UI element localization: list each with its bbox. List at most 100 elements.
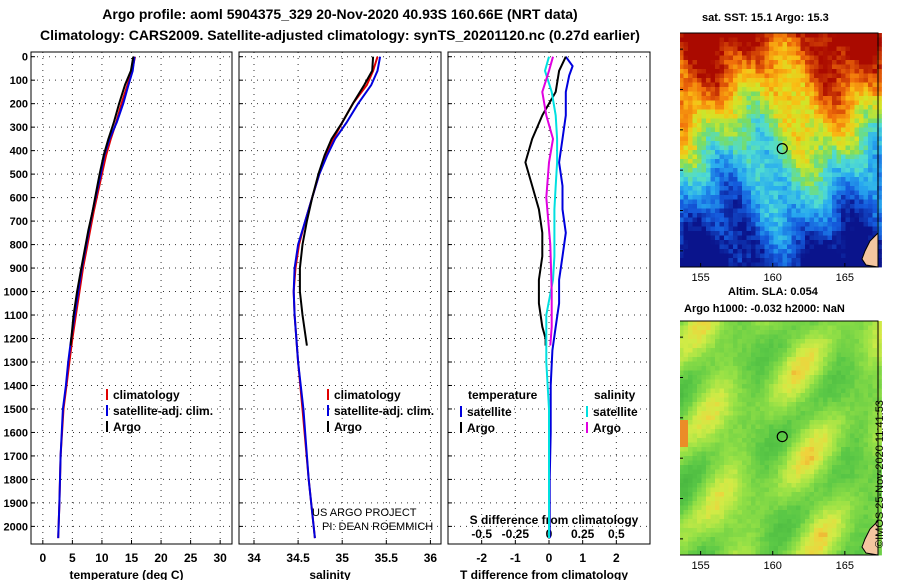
map-cell	[742, 402, 747, 407]
map-cell	[836, 343, 842, 349]
map-cell	[868, 465, 873, 470]
map-cell	[728, 114, 734, 119]
map-cell	[769, 438, 774, 443]
map-cell	[859, 370, 864, 376]
map-cell	[724, 546, 729, 551]
map-cell	[733, 163, 738, 169]
map-cell	[755, 348, 761, 353]
map-cell	[800, 60, 806, 65]
map-cell	[737, 321, 743, 326]
map-cell	[688, 123, 693, 128]
map-cell	[760, 402, 765, 407]
map-cell	[701, 240, 707, 245]
map-cell	[805, 492, 810, 497]
map-cell	[832, 123, 837, 128]
map-cell	[809, 78, 815, 83]
map-cell	[863, 447, 869, 452]
map-cell	[827, 501, 833, 506]
map-cell	[836, 510, 842, 515]
map-cell	[733, 105, 738, 110]
map-cell	[778, 226, 783, 232]
map-cell	[751, 330, 756, 335]
map-cell	[715, 541, 720, 547]
map-cell	[814, 208, 819, 214]
map-cell	[733, 465, 738, 470]
map-cell	[809, 190, 815, 196]
map-cell	[733, 64, 738, 70]
map-cell	[680, 195, 684, 200]
map-cell	[680, 519, 684, 524]
map-cell	[850, 528, 855, 533]
map-cell	[850, 226, 855, 232]
map-cell	[841, 478, 846, 484]
map-cell	[787, 96, 792, 101]
map-cell	[751, 217, 756, 223]
map-cell	[742, 73, 747, 79]
map-cell	[733, 244, 738, 250]
map-cell	[697, 46, 702, 52]
map-cell	[836, 127, 842, 133]
map-cell	[728, 195, 734, 200]
map-cell	[760, 109, 765, 115]
map-cell	[719, 375, 725, 380]
map-cell	[737, 51, 743, 56]
map-cell	[724, 253, 729, 259]
map-cell	[832, 240, 837, 245]
map-cell	[877, 105, 882, 110]
map-cell	[737, 177, 743, 182]
map-cell	[692, 132, 698, 137]
map-cell	[751, 150, 756, 155]
map-cell	[764, 550, 770, 556]
map-cell	[791, 91, 797, 97]
map-cell	[701, 154, 707, 160]
map-cell	[769, 325, 774, 331]
map-cell	[719, 190, 725, 196]
map-cell	[764, 123, 770, 128]
map-cell	[733, 82, 738, 88]
map-cell	[877, 519, 882, 524]
map-cell	[742, 442, 747, 448]
map-cell	[760, 406, 765, 412]
map-cell	[809, 37, 815, 43]
map-cell	[791, 73, 797, 79]
map-cell	[706, 352, 711, 358]
map-cell	[787, 231, 792, 236]
map-cell	[760, 501, 765, 506]
map-cell	[746, 186, 752, 191]
map-cell	[719, 105, 725, 110]
map-cell	[688, 528, 693, 533]
map-cell	[877, 460, 882, 466]
map-cell	[845, 465, 851, 470]
map-cell	[715, 370, 720, 376]
title-line-2: Climatology: CARS2009. Satellite-adjuste…	[40, 27, 640, 43]
map-cell	[701, 429, 707, 434]
map-cell	[868, 33, 873, 38]
map-cell	[755, 483, 761, 488]
map-cell	[746, 451, 752, 457]
map-cell	[778, 541, 783, 547]
map-cell	[683, 438, 689, 443]
map-cell	[710, 532, 716, 538]
map-cell	[778, 546, 783, 551]
map-cell	[827, 469, 833, 475]
map-cell	[697, 370, 702, 376]
map-cell	[800, 523, 806, 529]
map-cell	[769, 442, 774, 448]
map-cell	[680, 325, 684, 331]
map-cell	[715, 348, 720, 353]
map-cell	[814, 60, 819, 65]
map-cell	[680, 366, 684, 371]
map-cell	[688, 357, 693, 362]
map-cell	[769, 168, 774, 173]
map-cell	[760, 519, 765, 524]
map-cell	[782, 105, 788, 110]
map-cell	[764, 78, 770, 83]
map-cell	[805, 244, 810, 250]
map-cell	[787, 78, 792, 83]
map-cell	[796, 235, 801, 241]
map-cell	[746, 136, 752, 142]
map-cell	[814, 199, 819, 205]
map-cell	[692, 492, 698, 497]
map-cell	[733, 96, 738, 101]
map-cell	[769, 118, 774, 124]
